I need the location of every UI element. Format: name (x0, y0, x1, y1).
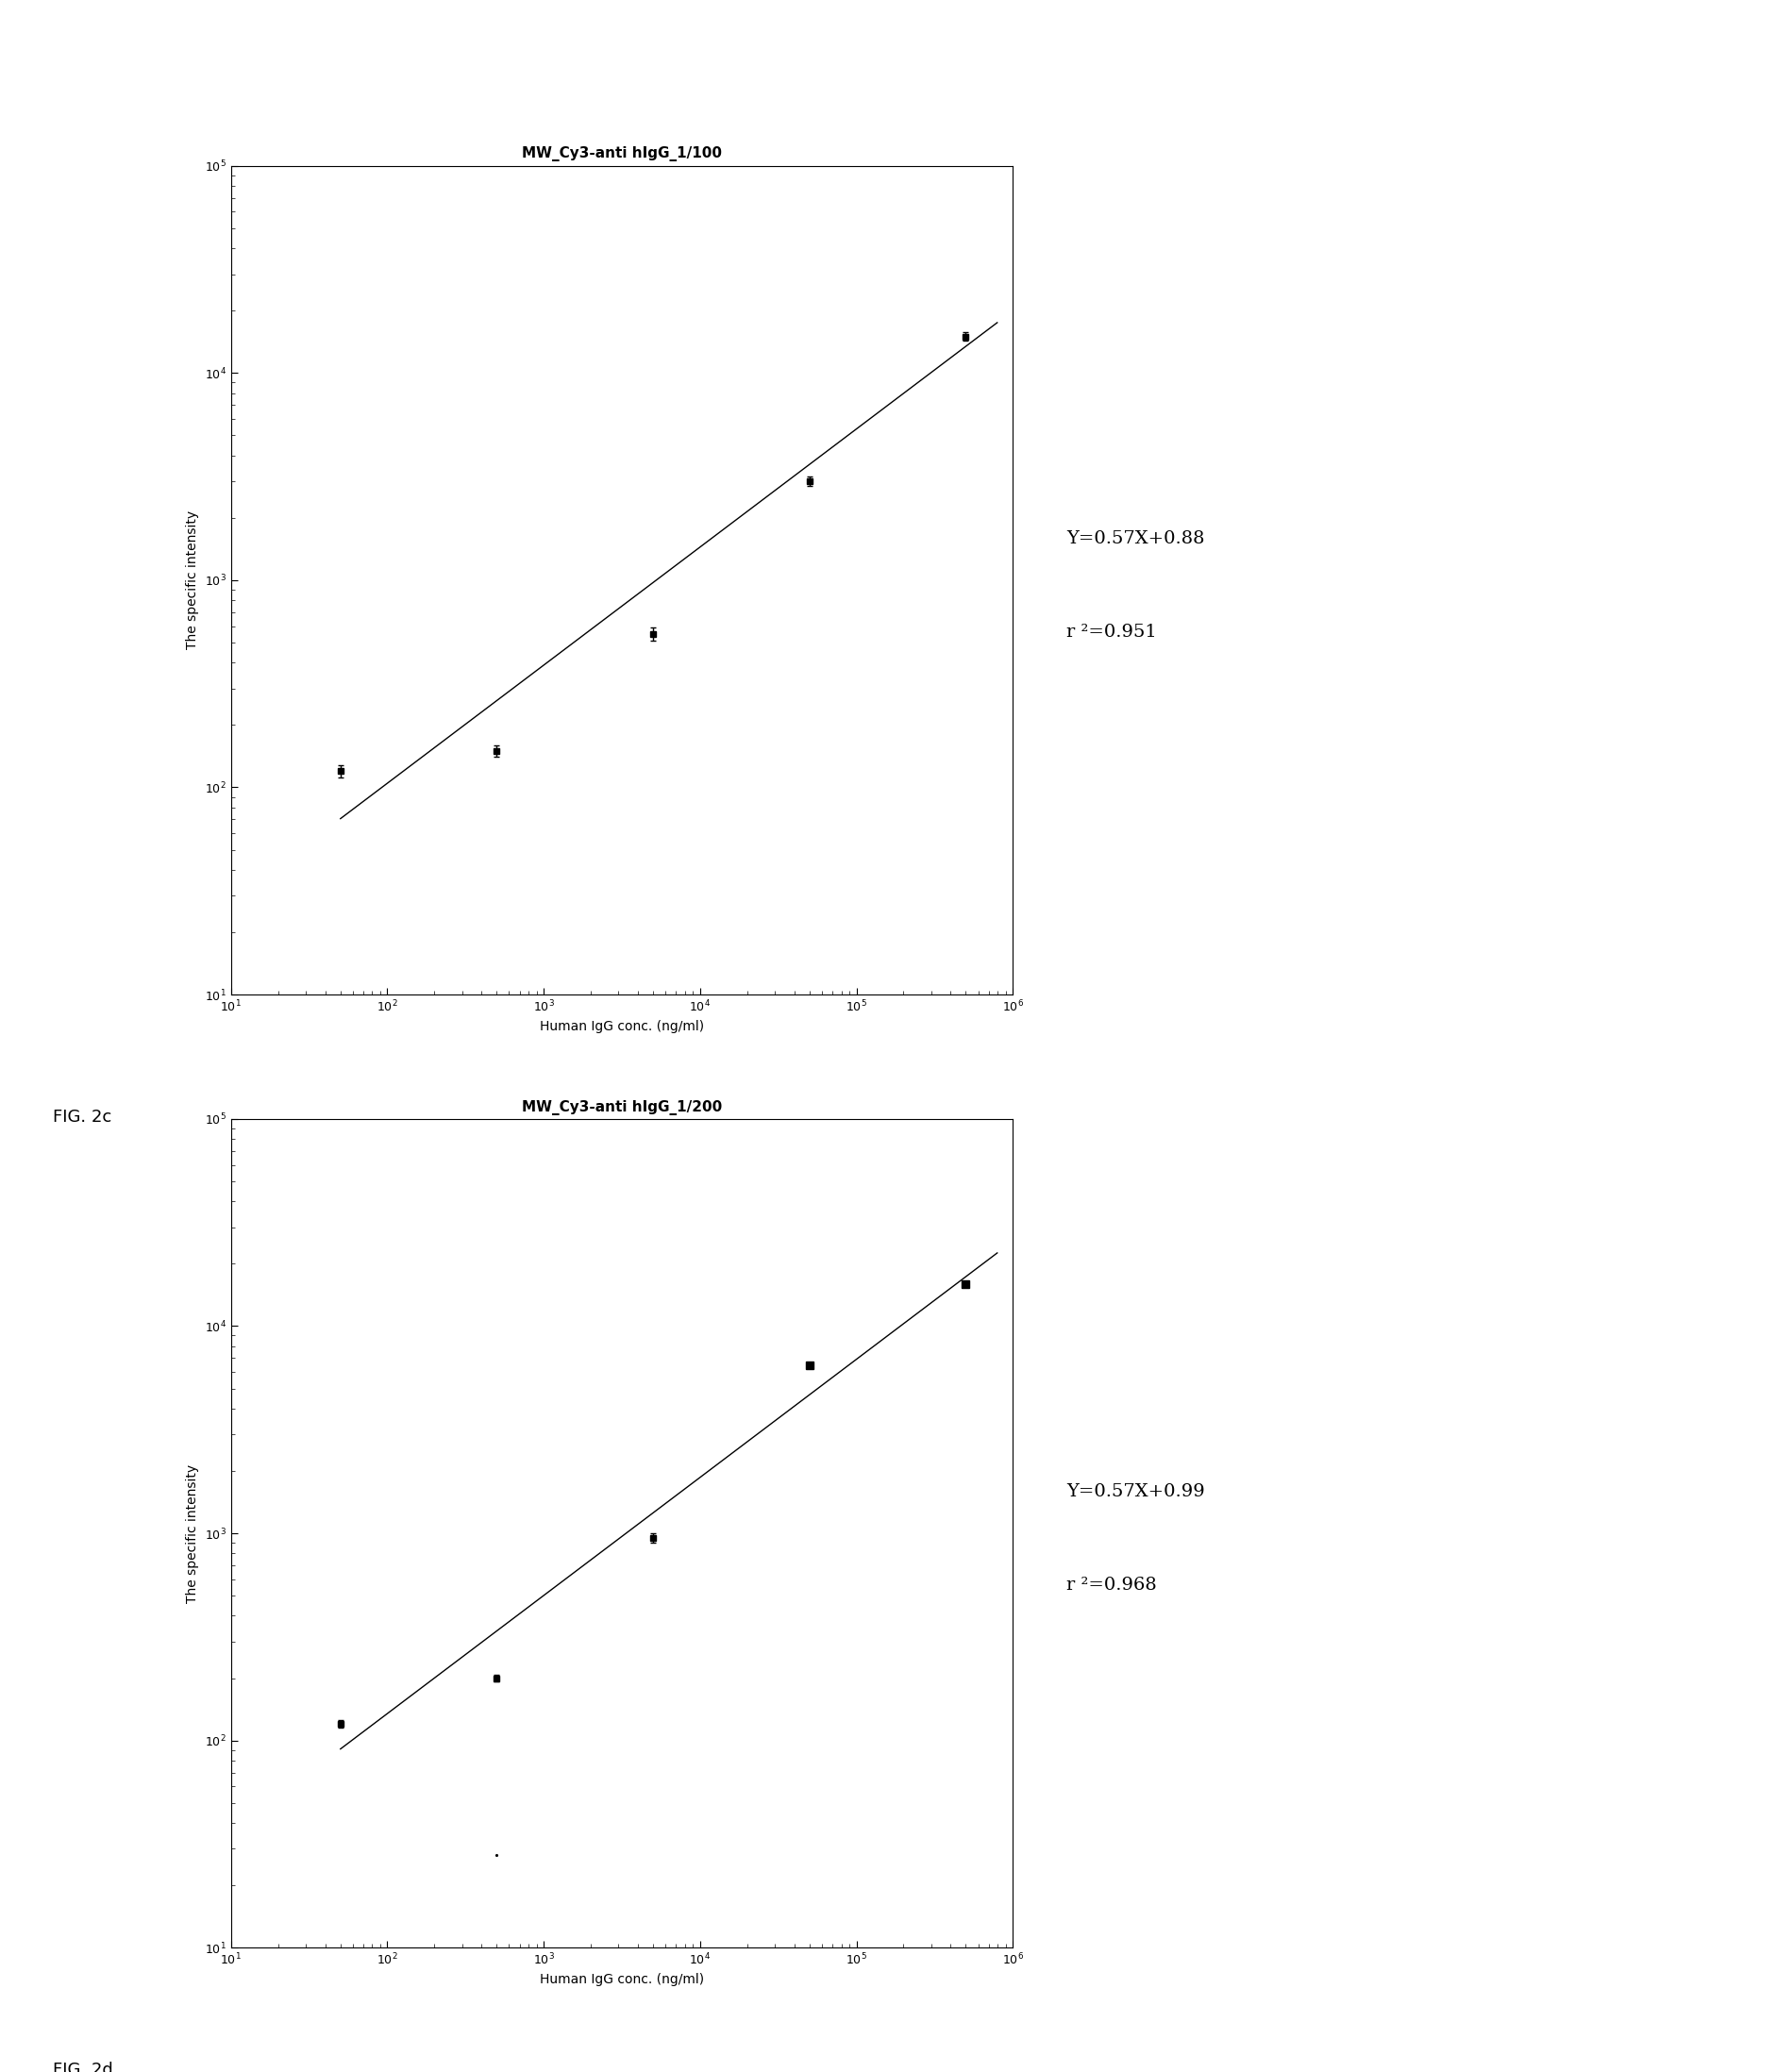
Text: FIG. 2d: FIG. 2d (53, 2062, 114, 2072)
Text: r ²=0.968: r ²=0.968 (1066, 1577, 1156, 1593)
Text: Y=0.57X+0.88: Y=0.57X+0.88 (1066, 530, 1204, 547)
X-axis label: Human IgG conc. (ng/ml): Human IgG conc. (ng/ml) (540, 1019, 703, 1034)
X-axis label: Human IgG conc. (ng/ml): Human IgG conc. (ng/ml) (540, 1973, 703, 1987)
Y-axis label: The specific intensity: The specific intensity (186, 1465, 199, 1602)
Title: MW_Cy3-anti hIgG_1/200: MW_Cy3-anti hIgG_1/200 (522, 1100, 721, 1115)
Title: MW_Cy3-anti hIgG_1/100: MW_Cy3-anti hIgG_1/100 (522, 147, 721, 162)
Y-axis label: The specific intensity: The specific intensity (186, 512, 199, 649)
Text: Y=0.57X+0.99: Y=0.57X+0.99 (1066, 1484, 1204, 1500)
Text: r ²=0.951: r ²=0.951 (1066, 624, 1156, 640)
Text: FIG. 2c: FIG. 2c (53, 1109, 112, 1125)
